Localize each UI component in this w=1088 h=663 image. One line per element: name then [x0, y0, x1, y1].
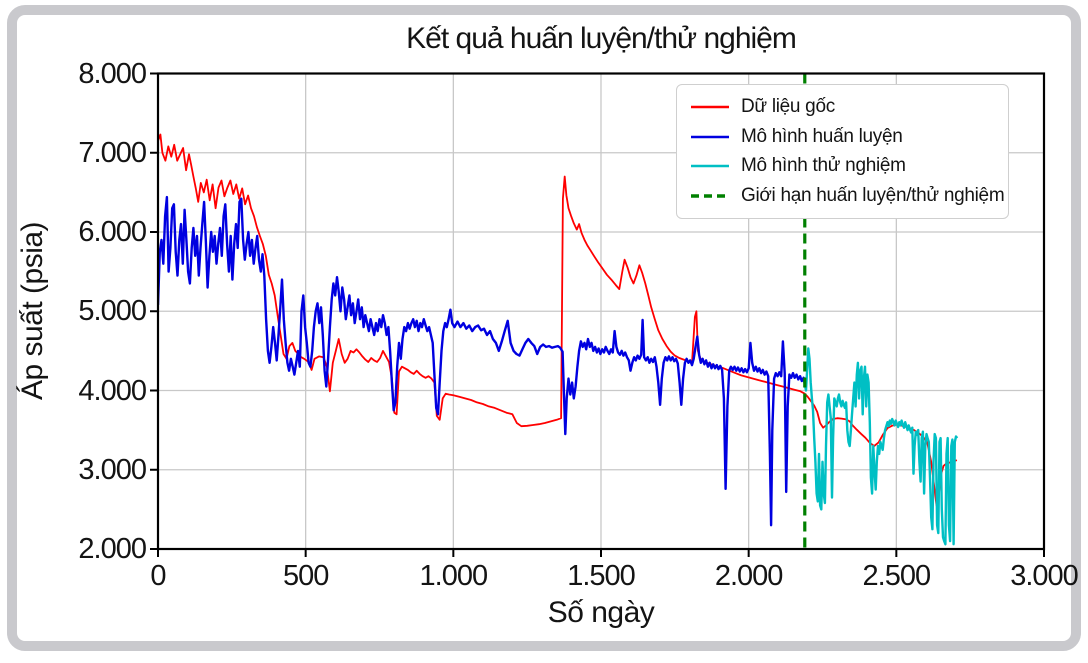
- x-tick-label: 500: [282, 560, 329, 592]
- x-tick-label: 2.500: [862, 560, 932, 592]
- y-tick-label: 6.000: [78, 216, 147, 248]
- x-tick-label: 1.500: [567, 560, 636, 592]
- x-tick-label: 0: [150, 560, 166, 592]
- figure-frame: [7, 5, 1081, 651]
- y-tick-label: 5.000: [78, 295, 147, 328]
- legend-line-sample: [691, 194, 729, 198]
- y-tick-label: 8.000: [78, 57, 147, 90]
- y-tick-label: 7.000: [78, 136, 147, 169]
- y-axis-label: Áp suất (psia): [16, 221, 49, 401]
- legend-item-label: Dữ liệu gốc: [741, 95, 835, 117]
- legend-item-training-model: Mô hình huấn luyện: [690, 126, 1008, 148]
- axes-spines: [156, 72, 1046, 551]
- x-tick-label: 2.000: [714, 560, 784, 592]
- legend-item-label: Mô hình thử nghiệm: [741, 155, 906, 177]
- legend-item-test-model: Mô hình thử nghiệm: [690, 155, 1008, 177]
- training-model-line: [158, 195, 806, 527]
- legend-line-sample: [691, 105, 729, 109]
- test-model-line: [803, 347, 959, 546]
- legend-item-train-test-boundary: Giới hạn huấn luyện/thử nghiệm: [690, 185, 1008, 207]
- legend-item-label: Giới hạn huấn luyện/thử nghiệm: [741, 185, 1005, 207]
- y-tick-label: 3.000: [78, 453, 147, 486]
- y-tick-label: 2.000: [78, 533, 147, 565]
- x-tick-label: 1.000: [419, 560, 489, 592]
- x-axis-label: Số ngày: [547, 596, 655, 629]
- legend: Dữ liệu gốc Mô hình huấn luyện Mô hình thử…: [676, 84, 1009, 219]
- legend-line-sample: [691, 165, 729, 168]
- y-tick-label: 4.000: [78, 374, 147, 407]
- x-tick-label: 3.000: [1010, 560, 1079, 592]
- chart-title: Kết quả huấn luyện/thử nghiệm: [406, 22, 797, 55]
- legend-line-sample: [691, 135, 729, 138]
- legend-item-original-data: Dữ liệu gốc: [690, 96, 1008, 118]
- legend-item-label: Mô hình huấn luyện: [741, 125, 903, 147]
- original-data-line: [158, 133, 958, 507]
